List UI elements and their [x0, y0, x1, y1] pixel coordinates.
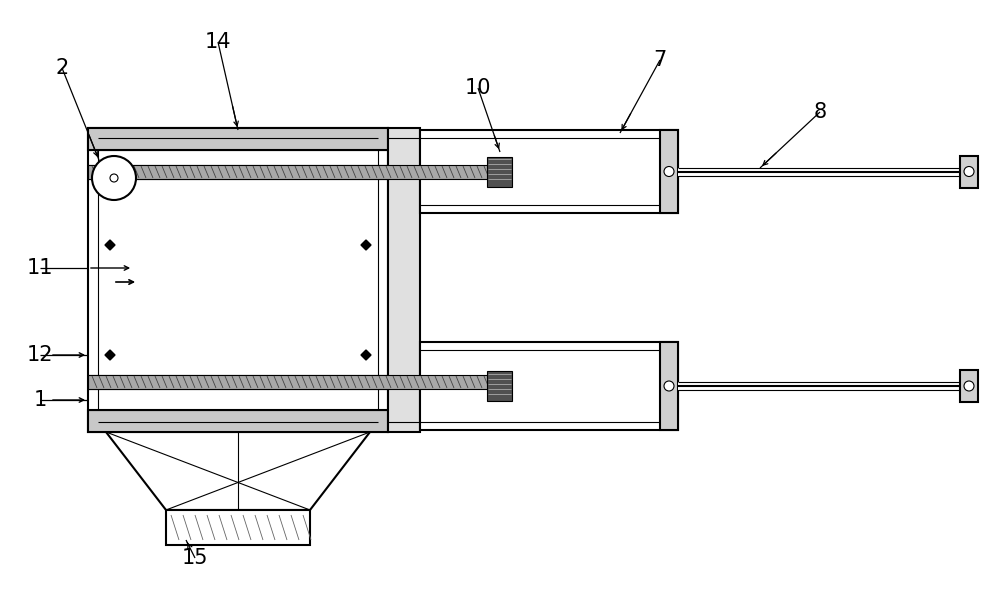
Circle shape: [664, 381, 674, 391]
Text: 10: 10: [465, 78, 491, 98]
Bar: [487, 156, 512, 186]
Polygon shape: [105, 350, 115, 360]
Bar: [88, 375, 490, 389]
Polygon shape: [361, 350, 371, 360]
Bar: [660, 342, 678, 430]
Bar: [660, 130, 678, 213]
Text: 8: 8: [813, 102, 827, 122]
Circle shape: [110, 174, 118, 182]
Bar: [678, 167, 960, 175]
Bar: [88, 128, 388, 150]
Text: 14: 14: [205, 32, 231, 52]
Bar: [388, 128, 420, 432]
Text: 12: 12: [27, 345, 53, 365]
Bar: [678, 382, 960, 390]
Polygon shape: [105, 240, 115, 250]
Text: 15: 15: [182, 548, 208, 568]
Circle shape: [964, 167, 974, 177]
Text: 2: 2: [55, 58, 69, 78]
Circle shape: [92, 156, 136, 200]
Polygon shape: [361, 240, 371, 250]
Bar: [420, 342, 678, 430]
Bar: [88, 410, 388, 432]
Text: 1: 1: [33, 390, 47, 410]
Bar: [960, 370, 978, 402]
Bar: [420, 130, 678, 213]
Bar: [88, 128, 388, 432]
Text: 11: 11: [27, 258, 53, 278]
Bar: [487, 371, 512, 401]
Bar: [88, 165, 490, 179]
Bar: [166, 510, 310, 545]
Circle shape: [664, 167, 674, 177]
Bar: [98, 138, 378, 422]
Text: 7: 7: [653, 50, 667, 70]
Circle shape: [964, 381, 974, 391]
Bar: [960, 156, 978, 188]
